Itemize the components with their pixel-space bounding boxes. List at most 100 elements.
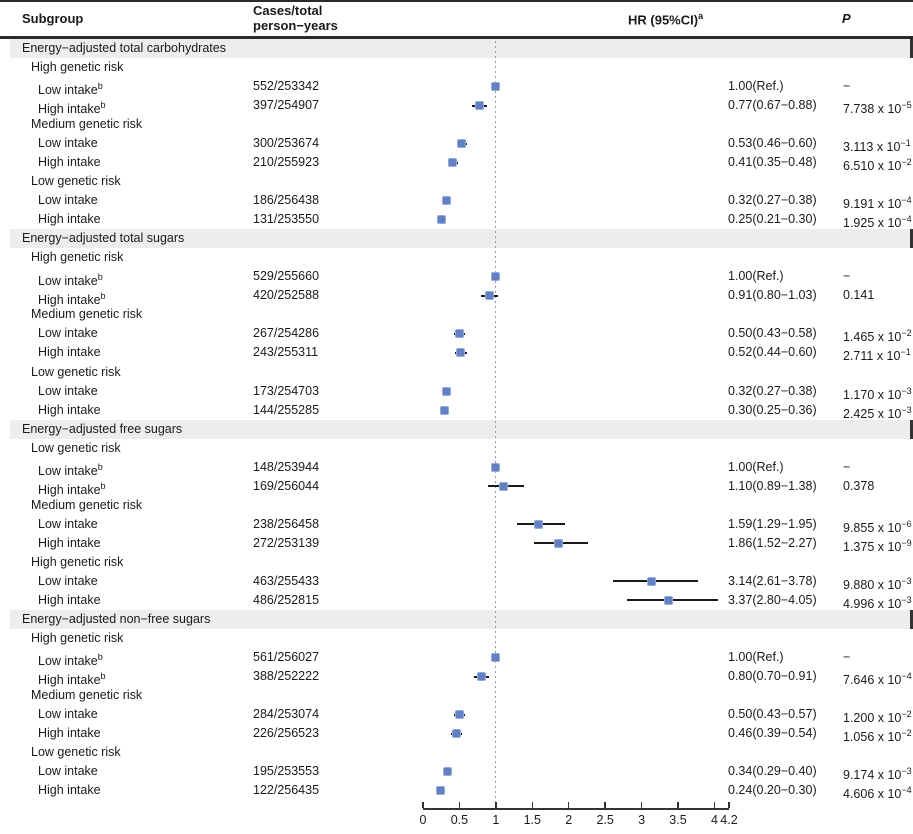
genetic-risk-row: Medium genetic risk xyxy=(0,305,913,324)
p-exponent: −3 xyxy=(901,404,912,415)
cases-header-line1: Cases/total xyxy=(253,3,323,18)
hr-point-marker xyxy=(457,349,465,357)
cases-person-years-value: 552/253342 xyxy=(253,79,320,94)
hr-ci-value: 3.14(2.61−3.78) xyxy=(728,573,817,588)
table-row: Low intake 267/254286 0.50(0.43−0.58) 1.465… xyxy=(0,324,913,344)
intake-label: Low intakeb xyxy=(38,461,103,478)
p-value: − xyxy=(843,79,851,94)
genetic-risk-row: Low genetic risk xyxy=(0,172,913,191)
intake-label: High intake xyxy=(38,155,101,170)
hr-point-marker xyxy=(492,463,500,471)
p-value: 4.996 x 10−3 xyxy=(843,594,912,612)
cases-person-years-value: 388/252222 xyxy=(253,668,320,683)
p-exponent: −3 xyxy=(901,385,912,396)
p-value: 0.141 xyxy=(843,288,875,303)
cases-person-years-value: 397/254907 xyxy=(253,98,320,113)
intake-label: High intakeb xyxy=(38,670,106,688)
table-row: Low intake 173/254703 0.32(0.27−0.38) 1.170… xyxy=(0,382,913,402)
genetic-risk-label: High genetic risk xyxy=(31,250,124,265)
x-axis-tick-label: 4 xyxy=(710,813,718,827)
p-value: − xyxy=(843,459,851,474)
table-row: High intake 144/255285 0.30(0.25−0.36) 2.42… xyxy=(0,401,913,421)
genetic-risk-row: Low genetic risk xyxy=(0,363,913,382)
intake-label: High intakeb xyxy=(38,290,106,307)
cases-person-years-value: 238/256458 xyxy=(253,516,320,531)
hr-point-marker xyxy=(455,330,463,338)
hr-point-marker xyxy=(442,387,450,395)
x-axis-tick xyxy=(677,802,679,808)
x-axis-tick xyxy=(713,802,716,808)
p-exponent: −4 xyxy=(901,785,912,796)
hr-ci-value: 0.25(0.21−0.30) xyxy=(728,212,817,227)
section-title: Energy−adjusted free sugars xyxy=(22,421,183,436)
hr-ci-value: 0.30(0.25−0.36) xyxy=(728,402,817,417)
intake-label: High intake xyxy=(38,592,101,607)
p-value: 9.855 x 10−6 xyxy=(843,518,912,535)
hr-ci-value: 0.50(0.43−0.58) xyxy=(728,326,817,341)
hr-ci-value: 0.24(0.20−0.30) xyxy=(728,783,817,798)
p-exponent: −1 xyxy=(900,347,911,358)
footnote-b-marker: b xyxy=(97,461,103,472)
hr-ci-value: 1.00(Ref.) xyxy=(728,269,784,284)
p-exponent: −2 xyxy=(901,709,912,720)
hr-point-marker xyxy=(492,273,500,281)
x-axis-tick xyxy=(495,802,497,808)
x-axis-tick xyxy=(728,802,730,808)
x-axis-tick-label: 0 xyxy=(419,813,427,827)
table-row: Low intake 300/253674 0.53(0.46−0.60) 3.113… xyxy=(0,134,913,154)
p-value: 1.170 x 10−3 xyxy=(843,385,912,402)
intake-label: High intake xyxy=(38,535,101,550)
p-exponent: −6 xyxy=(901,518,912,529)
column-header-subgroup: Subgroup xyxy=(22,11,84,26)
genetic-risk-label: Low genetic risk xyxy=(31,440,121,455)
intake-label: Low intake xyxy=(38,707,98,722)
genetic-risk-label: Medium genetic risk xyxy=(31,117,143,132)
table-row: High intake 210/255923 0.41(0.35−0.48) 6.51… xyxy=(0,153,913,173)
table-row: Low intake 284/253074 0.50(0.43−0.57) 1.200… xyxy=(0,705,913,725)
table-row: Low intake 195/253553 0.34(0.29−0.40) 9.174… xyxy=(0,762,913,782)
p-value: 1.056 x 10−2 xyxy=(843,728,912,745)
confidence-interval-line xyxy=(613,580,699,583)
table-row: Low intakeb 561/256027 1.00(Ref.) − xyxy=(0,648,913,668)
footnote-b-marker: b xyxy=(100,290,106,301)
intake-label: Low intake xyxy=(38,383,98,398)
intake-label: High intake xyxy=(38,345,101,360)
cases-person-years-value: 561/256027 xyxy=(253,649,320,664)
p-exponent: −4 xyxy=(901,195,912,206)
p-value: 1.465 x 10−2 xyxy=(843,328,912,345)
hr-point-marker xyxy=(555,539,562,547)
genetic-risk-label: Medium genetic risk xyxy=(31,307,143,322)
cases-person-years-value: 210/255923 xyxy=(253,155,320,170)
x-axis-tick xyxy=(531,802,534,808)
footnote-b-marker: b xyxy=(100,480,106,491)
x-axis-tick-label: 2.5 xyxy=(596,813,614,827)
table-row: High intakeb 169/256044 1.10(0.89−1.38) 0.3… xyxy=(0,477,913,497)
hr-ci-value: 0.41(0.35−0.48) xyxy=(728,155,817,170)
table-row: High intake 122/256435 0.24(0.20−0.30) 4.60… xyxy=(0,781,913,801)
p-value: 6.510 x 10−2 xyxy=(843,157,912,174)
cases-person-years-value: 169/256044 xyxy=(253,478,320,493)
section-title: Energy−adjusted non−free sugars xyxy=(22,611,211,626)
x-axis-tick-label: 2 xyxy=(565,813,573,827)
genetic-risk-label: High genetic risk xyxy=(31,554,124,569)
p-value: 9.174 x 10−3 xyxy=(843,766,912,783)
genetic-risk-row: Medium genetic risk xyxy=(0,686,913,705)
p-value: 1.375 x 10−9 xyxy=(843,537,912,554)
section-header-row: Energy−adjusted total sugars xyxy=(10,229,913,249)
p-exponent: −3 xyxy=(901,766,912,777)
footnote-b-marker: b xyxy=(100,670,106,681)
hr-ci-value: 0.53(0.46−0.60) xyxy=(728,136,817,151)
p-value: 7.738 x 10−5 xyxy=(843,100,912,117)
reference-line-hr1 xyxy=(495,41,497,806)
x-axis-tick xyxy=(567,802,570,808)
p-value: 4.606 x 10−4 xyxy=(843,785,912,802)
cases-person-years-value: 463/255433 xyxy=(253,573,320,588)
table-row: High intakeb 397/254907 0.77(0.67−0.88) 7.7… xyxy=(0,96,913,116)
hr-point-marker xyxy=(444,768,452,776)
table-row: High intake 131/253550 0.25(0.21−0.30) 1.92… xyxy=(0,210,913,230)
p-exponent: −9 xyxy=(901,537,912,548)
column-header-cases: Cases/total person−years xyxy=(253,3,338,33)
hr-ci-value: 0.91(0.80−1.03) xyxy=(728,288,817,303)
hr-ci-value: 0.46(0.39−0.54) xyxy=(728,726,817,741)
